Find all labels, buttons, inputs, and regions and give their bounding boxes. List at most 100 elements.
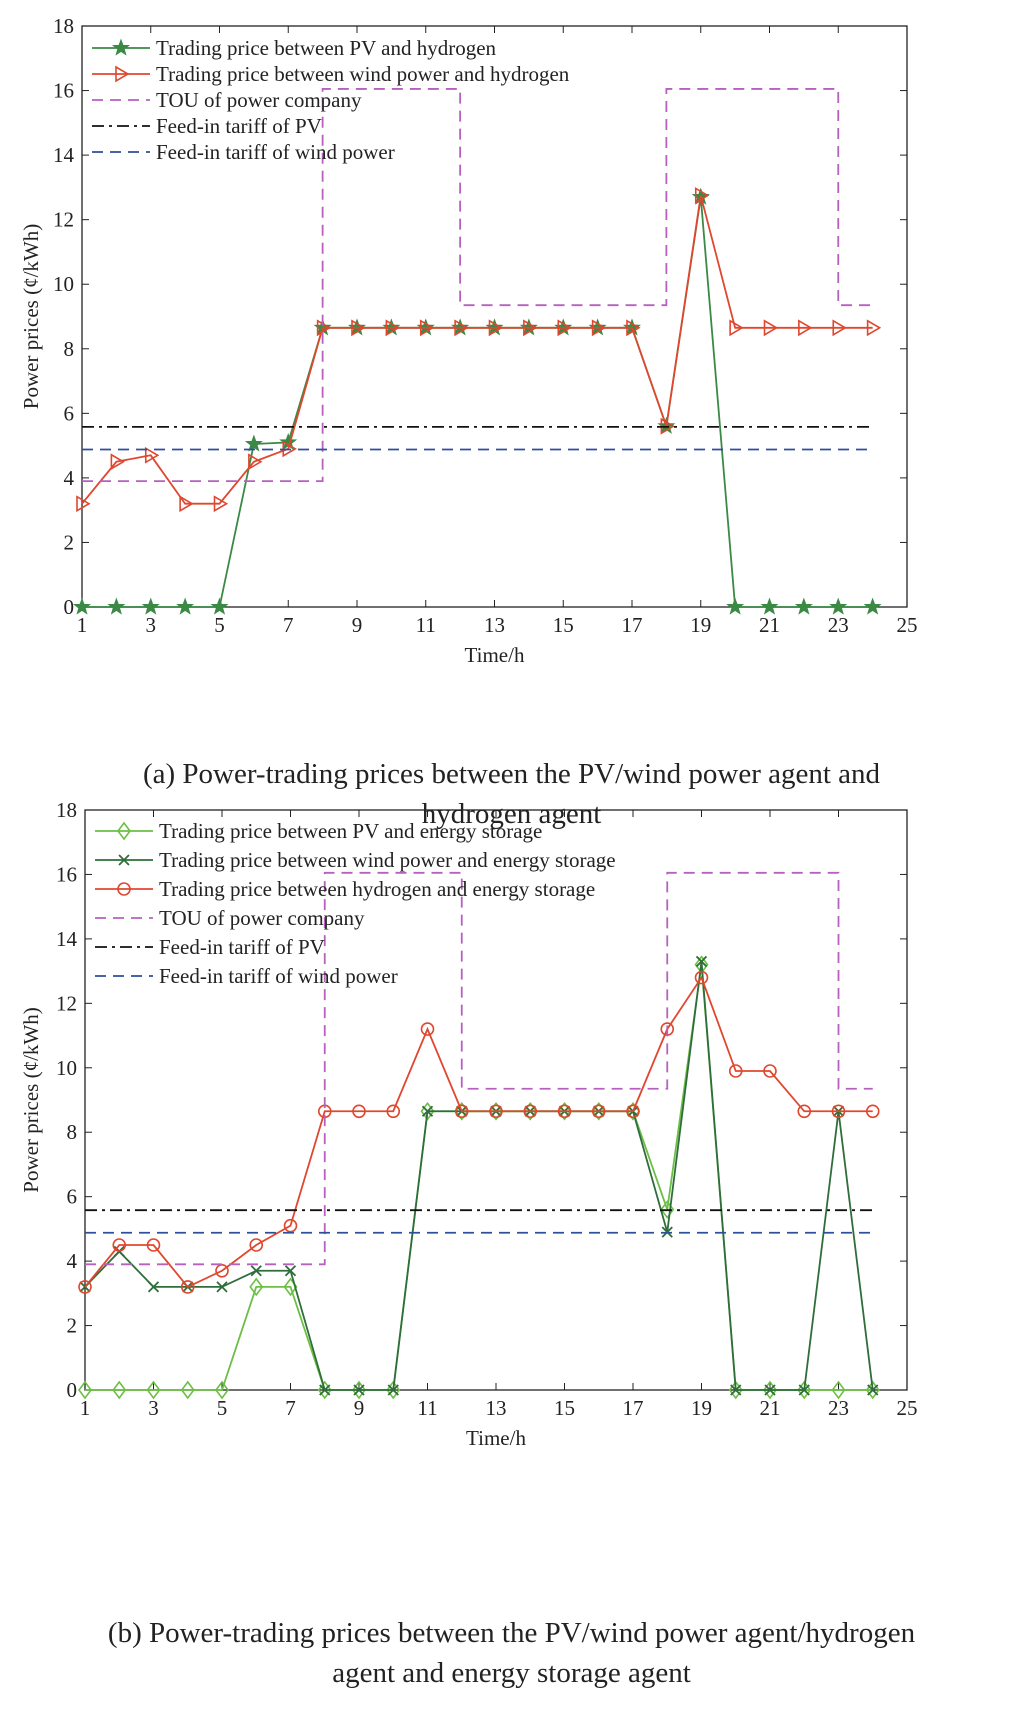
chart-b-ytick-label: 18	[56, 798, 77, 822]
point-marker	[110, 453, 125, 471]
chart-b-ytick-label: 8	[67, 1120, 78, 1144]
chart-b-ytick-label: 14	[56, 927, 78, 951]
chart-b-series-line	[85, 964, 873, 1391]
point-marker	[213, 495, 229, 513]
point-marker	[176, 597, 195, 615]
point-marker	[626, 319, 641, 337]
chart-b-xtick-label: 11	[417, 1396, 437, 1420]
chart-b-legend-label: TOU of power company	[159, 906, 365, 930]
point-marker	[728, 1380, 743, 1400]
chart-b-xtick-label: 1	[80, 1396, 91, 1420]
chart-b-legend-label: Feed-in tariff of PV	[159, 935, 325, 959]
chart-a-ytick-label: 16	[53, 79, 74, 103]
point-marker	[351, 319, 366, 337]
chart-a-ytick-label: 14	[53, 143, 75, 167]
chart-a-xtick-label: 11	[416, 613, 436, 637]
point-marker	[865, 1380, 880, 1400]
point-marker	[798, 1384, 810, 1396]
caption-b-line2: agent and energy storage agent	[332, 1657, 691, 1689]
point-marker	[798, 319, 813, 337]
point-marker	[523, 319, 538, 337]
chart-b-series-3	[85, 871, 873, 1266]
chart-a-xtick-label: 21	[759, 613, 780, 637]
point-marker	[144, 446, 160, 464]
chart-a-series-line	[82, 88, 873, 483]
chart-a-xtick-label: 25	[897, 613, 918, 637]
point-marker	[591, 319, 607, 337]
caption-a-line1: (a) Power-trading prices between the PV/…	[142, 758, 881, 790]
point-marker	[115, 65, 130, 83]
chart-a-ytick-label: 18	[53, 14, 74, 38]
chart-b-xtick-label: 21	[760, 1396, 781, 1420]
chart-a-series-0	[72, 187, 882, 615]
point-marker	[760, 597, 779, 615]
chart-b-ylabel: Power prices (¢/kWh)	[19, 1007, 43, 1192]
chart-a-xtick-label: 13	[484, 613, 505, 637]
chart-a-series-2	[82, 88, 873, 483]
point-marker	[557, 1104, 572, 1119]
caption-a: (a) Power-trading prices between the PV/…	[0, 754, 1023, 834]
point-marker	[728, 1064, 743, 1078]
chart-b-series-0	[78, 955, 880, 1400]
chart-a-series-1	[76, 187, 882, 513]
chart-a-ytick-label: 10	[53, 272, 74, 296]
point-marker	[215, 1380, 229, 1400]
chart-b-ytick-label: 2	[67, 1314, 78, 1338]
point-marker	[353, 1384, 365, 1396]
point-marker	[694, 970, 709, 985]
chart-a-legend-label: Trading price between wind power and hyd…	[156, 62, 570, 86]
chart-b: 1 3 5 7 9 11 13 15 17 19 21 23 25024681012141618Time…	[19, 798, 918, 1450]
point-marker	[118, 854, 130, 866]
chart-a-xtick-label: 7	[283, 613, 294, 637]
chart-b-xtick-label: 7	[285, 1396, 296, 1420]
chart-b-xtick-label: 15	[554, 1396, 575, 1420]
chart-b-series-1	[79, 955, 879, 1396]
point-marker	[78, 1380, 92, 1400]
point-marker	[419, 319, 435, 337]
point-marker	[76, 495, 91, 513]
chart-a-series-line	[81, 195, 873, 505]
point-marker	[863, 597, 882, 615]
chart-b-series-line	[84, 961, 874, 1391]
chart-b-ytick-label: 12	[56, 991, 77, 1015]
point-marker	[865, 1104, 880, 1119]
point-marker	[146, 1380, 161, 1400]
point-marker	[730, 1384, 742, 1396]
point-marker	[557, 319, 572, 337]
chart-a-xtick-label: 17	[622, 613, 643, 637]
point-marker	[72, 597, 92, 615]
point-marker	[829, 597, 848, 615]
point-marker	[316, 319, 332, 337]
point-marker	[794, 597, 813, 615]
point-marker	[831, 1380, 846, 1400]
point-marker	[454, 319, 469, 337]
chart-a-ytick-label: 12	[53, 208, 74, 232]
point-marker	[454, 1101, 469, 1121]
point-marker	[249, 1277, 264, 1297]
point-marker	[385, 319, 400, 337]
chart-a-legend-label: TOU of power company	[156, 88, 362, 112]
point-marker	[210, 597, 229, 615]
point-marker	[726, 597, 745, 615]
chart-b-ytick-label: 10	[56, 1056, 77, 1080]
chart-b-legend-label: Trading price between wind power and ene…	[159, 848, 616, 872]
caption-b: (b) Power-trading prices between the PV/…	[0, 1613, 1023, 1693]
chart-a-xtick-label: 9	[352, 613, 363, 637]
point-marker	[626, 1104, 640, 1119]
chart-a-ytick-label: 2	[64, 530, 75, 554]
point-marker	[249, 1238, 264, 1252]
point-marker	[352, 1104, 366, 1119]
point-marker	[867, 1384, 879, 1396]
point-marker	[421, 1105, 434, 1117]
point-marker	[729, 319, 744, 337]
chart-a: 1 3 5 7 9 11 13 15 17 19 21 23 25024681012141618Time…	[19, 14, 918, 667]
point-marker	[454, 1104, 469, 1119]
point-marker	[764, 1384, 776, 1396]
point-marker	[216, 1281, 228, 1293]
chart-a-xlabel: Time/h	[465, 643, 525, 667]
point-marker	[832, 319, 847, 337]
chart-b-series-line	[85, 871, 873, 1266]
chart-b-xtick-label: 17	[623, 1396, 644, 1420]
chart-b-xtick-label: 3	[148, 1396, 159, 1420]
